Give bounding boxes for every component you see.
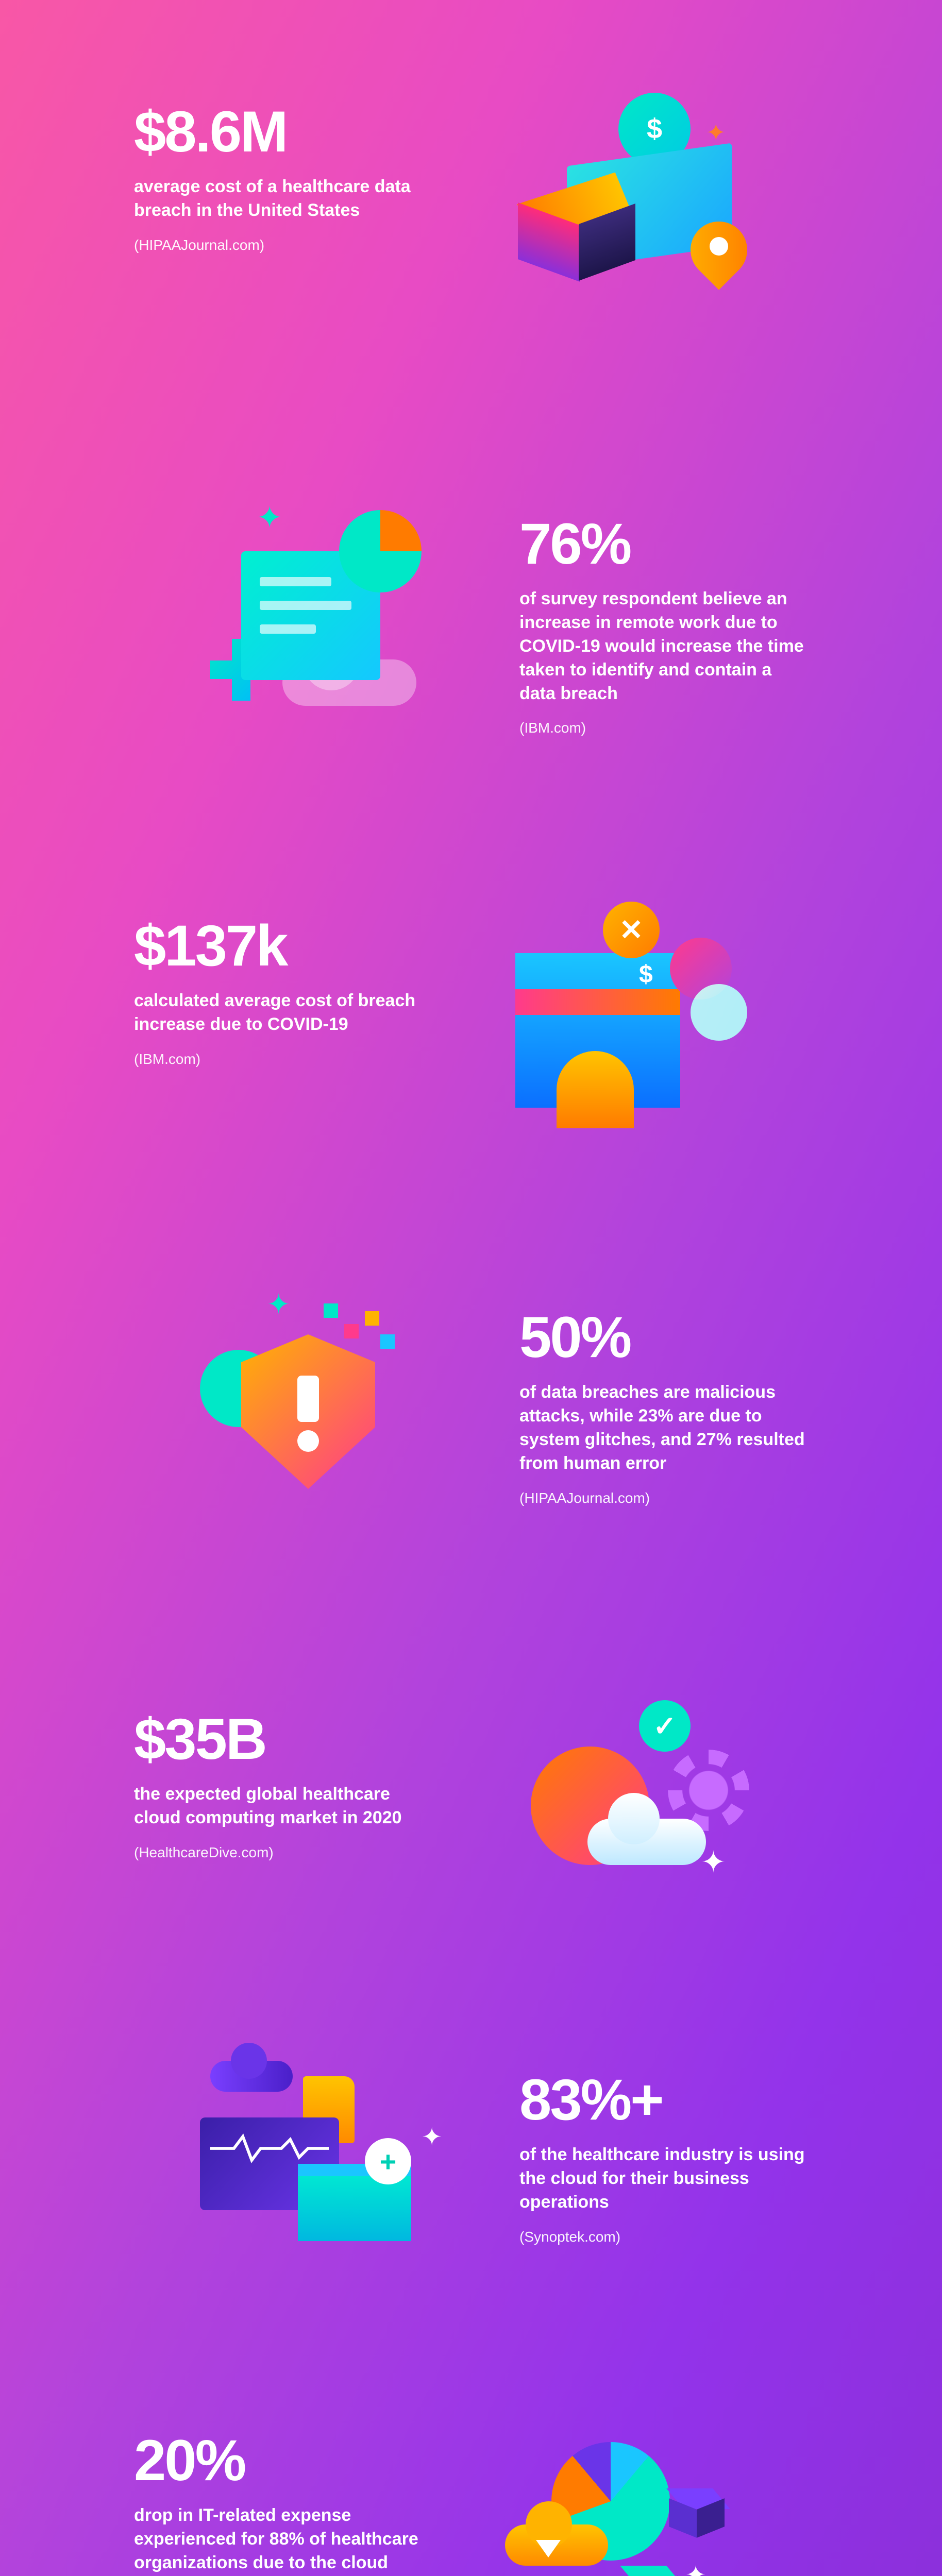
stat-description: of the healthcare industry is using the … [519, 2143, 808, 2214]
stat-description: calculated average cost of breach increa… [134, 989, 423, 1037]
stat-description: of data breaches are malicious attacks, … [519, 1381, 808, 1476]
arch-shape [557, 1051, 634, 1128]
sparkle-icon: ✦ [685, 2561, 706, 2576]
shield-icon [241, 1334, 375, 1489]
pie-chart-icon [339, 510, 422, 592]
stat-value: 76% [519, 515, 808, 573]
illustration-document-pie: ✦ [190, 515, 458, 732]
stat-description: the expected global healthcare cloud com… [134, 1783, 423, 1830]
stat-source: (IBM.com) [519, 720, 808, 736]
stat-section-5: $35B the expected global healthcare clou… [0, 1710, 942, 1927]
text-block: $137k calculated average cost of breach … [134, 917, 423, 1067]
check-circle-icon: ✓ [639, 1700, 691, 1752]
cube-icon [520, 185, 624, 258]
text-block: $35B the expected global healthcare clou… [134, 1710, 423, 1861]
stat-section-2: 76% of survey respondent believe an incr… [0, 515, 942, 736]
gear-icon [675, 1757, 742, 1824]
location-pin-icon [691, 222, 747, 299]
x-circle-icon: ✕ [603, 902, 660, 958]
illustration-money-cube: $ ✦ [484, 103, 752, 319]
text-block: 76% of survey respondent believe an incr… [519, 515, 808, 736]
stat-value: $8.6M [134, 103, 423, 161]
stat-value: 50% [519, 1309, 808, 1366]
cube-icon [629, 2566, 675, 2576]
sparkle-icon: ✦ [257, 500, 282, 536]
sparkle-icon: ✦ [267, 1288, 290, 1320]
text-block: 20% drop in IT-related expense experienc… [134, 2432, 423, 2576]
pixel-icon [365, 1311, 379, 1326]
dollar-icon: $ [639, 960, 653, 989]
stat-value: $35B [134, 1710, 423, 1768]
text-block: 83%+ of the healthcare industry is using… [519, 2071, 808, 2245]
stat-description: average cost of a healthcare data breach… [134, 175, 423, 223]
cloud-icon [210, 2061, 293, 2092]
download-arrow-icon [536, 2540, 561, 2557]
text-block: $8.6M average cost of a healthcare data … [134, 103, 423, 253]
text-block: 50% of data breaches are malicious attac… [519, 1309, 808, 1506]
stat-section-6: 83%+ of the healthcare industry is using… [0, 2071, 942, 2287]
illustration-pie-cubes: ✦ [484, 2432, 752, 2576]
illustration-globe-cloud: ✓ ✦ [484, 1710, 752, 1927]
pixel-icon [380, 1334, 395, 1349]
stat-description: of survey respondent believe an increase… [519, 587, 808, 705]
cloud-icon [587, 1819, 706, 1865]
stat-source: (HIPAAJournal.com) [519, 1490, 808, 1506]
stat-section-7: 20% drop in IT-related expense experienc… [0, 2432, 942, 2576]
pixel-icon [324, 1303, 338, 1318]
sparkle-icon: ✦ [422, 2123, 442, 2151]
medical-plus-icon: + [365, 2138, 411, 2184]
illustration-panels: $ ✕ [484, 917, 752, 1133]
stat-value: 20% [134, 2432, 423, 2489]
stat-value: $137k [134, 917, 423, 975]
stat-source: (Synoptek.com) [519, 2229, 808, 2245]
circle-icon [691, 984, 747, 1041]
illustration-shield: ✦ [190, 1309, 458, 1525]
stat-section-3: $137k calculated average cost of breach … [0, 917, 942, 1133]
bar-shape [515, 989, 680, 1015]
stat-section-4: 50% of data breaches are malicious attac… [0, 1309, 942, 1525]
sparkle-icon: ✦ [701, 1844, 726, 1879]
exclamation-icon [295, 1376, 321, 1448]
stat-value: 83%+ [519, 2071, 808, 2129]
illustration-hospital: + ✦ [190, 2071, 458, 2287]
stat-source: (HIPAAJournal.com) [134, 237, 423, 253]
sparkle-icon: ✦ [706, 118, 726, 146]
pixel-icon [344, 1324, 359, 1338]
stat-source: (HealthcareDive.com) [134, 1844, 423, 1861]
stat-section-1: $8.6M average cost of a healthcare data … [0, 103, 942, 319]
cube-icon [675, 2488, 721, 2530]
stat-description: drop in IT-related expense experienced f… [134, 2504, 423, 2575]
stat-source: (IBM.com) [134, 1051, 423, 1067]
